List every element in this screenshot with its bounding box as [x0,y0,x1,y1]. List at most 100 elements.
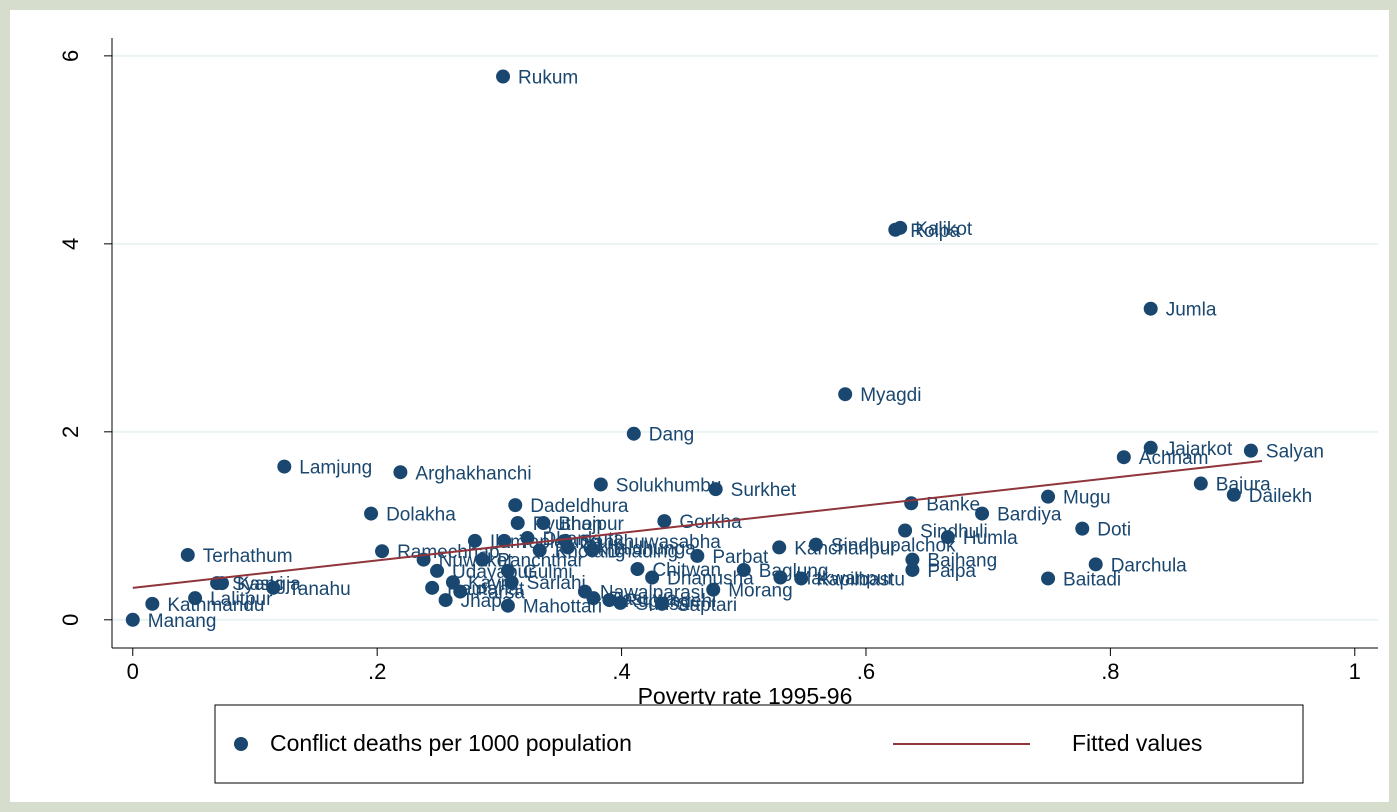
point [188,591,203,606]
point [1041,571,1056,586]
point [808,537,823,552]
legend-swatch [234,737,248,751]
point [364,506,379,521]
point-label: Makwanpur [795,569,894,590]
point [496,69,511,84]
point [602,593,617,608]
point [438,593,453,608]
point-label: Gulmi [523,562,573,583]
point-label: Myagdi [860,385,921,406]
point [940,530,955,545]
point-label: Sarlahi [527,573,586,594]
point [975,506,990,521]
point [430,563,445,578]
point-label: Khotang [555,541,626,562]
point-label: Surkhet [731,480,797,501]
y-tick-label: 6 [58,50,83,62]
point-label: Dhanusha [667,569,754,590]
point [585,543,600,558]
point-label: Mahottari [523,597,602,618]
point [888,222,903,237]
point-label: Banke [926,494,980,515]
point [838,387,853,402]
point-label: Kathmandu [167,595,264,616]
point [393,465,408,480]
point [504,575,519,590]
x-tick-label: .6 [857,659,875,684]
point-label: Achham [1139,448,1209,469]
point [497,533,512,548]
point [508,498,523,513]
point [214,576,229,591]
point [1143,440,1158,455]
point [1243,443,1258,458]
point [510,515,525,530]
point-label: Palpa [927,561,976,582]
y-tick-label: 2 [58,426,83,438]
point-label: Darchula [1111,555,1187,576]
point [772,540,787,555]
point-label: Dailekh [1249,486,1312,507]
point-label: Jumla [1166,300,1217,321]
point [1116,450,1131,465]
point [1041,489,1056,504]
point [445,575,460,590]
legend [214,704,1304,784]
point-label: Manang [148,611,217,632]
point [500,598,515,613]
point-label: Salyan [1266,442,1324,463]
point-label: Sindhuli [920,522,988,543]
point-label: Dhading [607,541,678,562]
point [904,496,919,511]
legend-label: Fitted values [1072,730,1202,756]
point [425,580,440,595]
point [773,570,788,585]
point-label: Rukum [518,68,578,89]
point-label: Solukhumbu [616,475,722,496]
point [657,514,672,529]
point [905,562,920,577]
point-label: Jhapa [461,591,513,612]
point [520,531,535,546]
point-label: Pyuthan [533,514,603,535]
legend-items: Conflict deaths per 1000 population Fitte… [234,730,1202,756]
point-label: Doti [1097,520,1131,541]
point-label: Okhaldhunga [583,538,696,559]
point-label: Kanchanpur [794,538,897,559]
point-label: Nawalparasi [600,583,705,604]
point-label: Kavre [468,573,518,594]
point [1143,301,1158,316]
point [125,612,140,627]
x-tick-label: 1 [1349,659,1361,684]
point [467,533,482,548]
point [375,544,390,559]
y-tick-label: 4 [58,238,83,250]
point [593,477,608,492]
point [1226,487,1241,502]
point [794,571,809,586]
fitted-line [132,459,1263,589]
point [475,552,490,567]
point [180,547,195,562]
point-label: Kalikot [915,219,973,240]
point-label: Morang [728,581,792,602]
point-label: Kapilbastu [816,569,905,590]
legend-label: Conflict deaths per 1000 population [270,730,632,756]
point [277,459,292,474]
point-label: Dolakha [386,505,456,526]
x-tick-label: .8 [1101,659,1119,684]
point-label: Baitadi [1063,569,1121,590]
point [1075,521,1090,536]
point [654,596,669,611]
x-tick-label: 0 [127,659,139,684]
point [500,563,515,578]
point-label: Arghakhanchi [415,463,531,484]
point-label: Syangja [232,574,301,595]
point-label: Lalitpur [210,589,273,610]
point [630,562,645,577]
point-label: Rupandehi [624,591,716,612]
point [145,596,160,611]
point-label: Sindhupalchok [831,536,956,557]
